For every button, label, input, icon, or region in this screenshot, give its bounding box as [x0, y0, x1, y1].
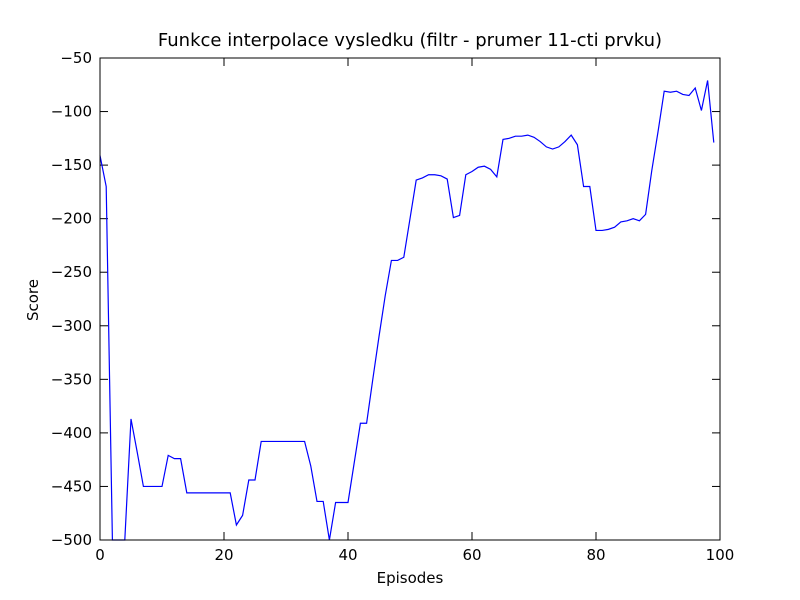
y-tick-label: −200 — [51, 210, 92, 228]
y-tick-label: −100 — [51, 103, 92, 121]
plot-frame — [99, 57, 721, 541]
x-tick-label: 80 — [586, 546, 605, 564]
y-axis-label: Score — [24, 279, 42, 321]
y-tick-label: −350 — [51, 370, 92, 388]
chart-title: Funkce interpolace vysledku (filtr - pru… — [158, 30, 662, 51]
line — [99, 80, 715, 541]
x-tick-label: 0 — [95, 546, 105, 564]
x-tick-label: 60 — [462, 546, 481, 564]
x-tick-label: 20 — [214, 546, 233, 564]
x-tick-label: 40 — [338, 546, 357, 564]
x-axis-label: Episodes — [377, 569, 444, 587]
y-tick-label: −500 — [51, 531, 92, 549]
y-tick-label: −400 — [51, 424, 92, 442]
x-tick-label: 100 — [706, 546, 735, 564]
y-tick-label: −250 — [51, 263, 92, 281]
y-tick-label: −50 — [60, 49, 92, 67]
y-tick-label: −150 — [51, 156, 92, 174]
y-tick-label: −450 — [51, 477, 92, 495]
y-tick-label: −300 — [51, 317, 92, 335]
